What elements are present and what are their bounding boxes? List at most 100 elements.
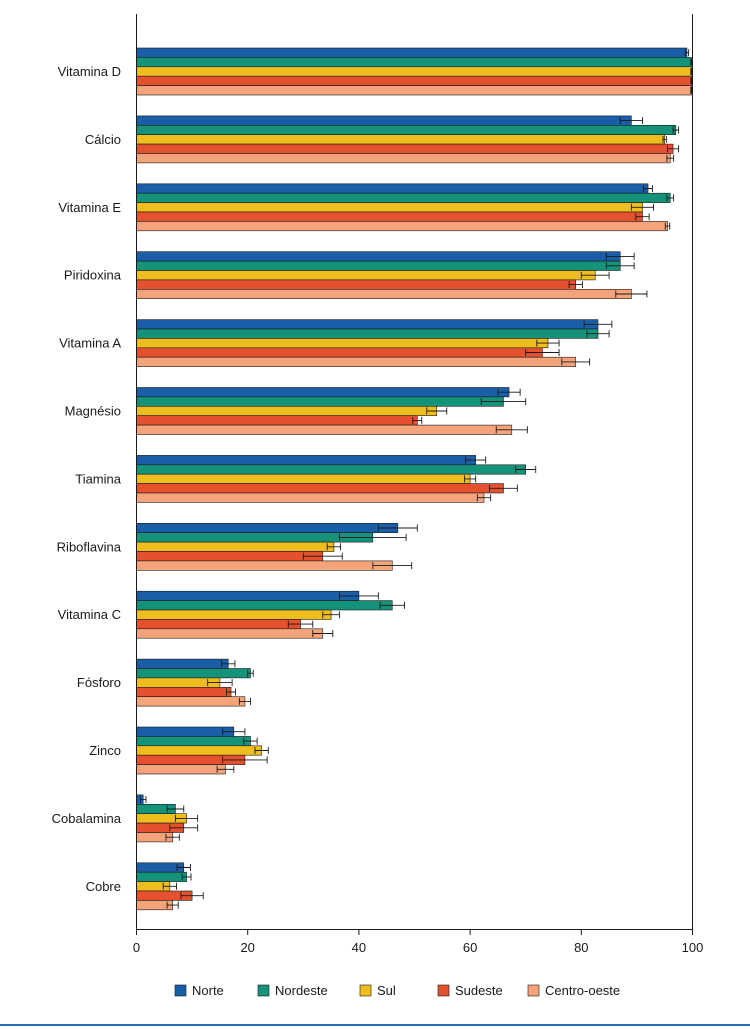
bar-cobre-nordeste	[136, 871, 187, 882]
error-bar-piridoxina-sudeste	[568, 281, 583, 289]
error-bar-fosforo-norte	[221, 660, 236, 668]
bar-riboflavina-centro-oeste	[136, 560, 393, 571]
category-label: Riboflavina	[57, 539, 122, 554]
bar-riboflavina-nordeste	[136, 532, 374, 543]
error-bar-vitamina-a-sul	[536, 339, 560, 347]
bar-calcio-nordeste	[136, 125, 677, 136]
bar-group-cobre	[136, 862, 204, 911]
error-bar-calcio-nordeste	[672, 126, 680, 134]
bar-vitamina-c-sudeste	[136, 619, 301, 630]
bar-vitamina-d-nordeste	[136, 57, 692, 68]
x-tick-label: 20	[240, 940, 254, 955]
error-bar-magnesio-sudeste	[412, 416, 423, 424]
error-bar-magnesio-nordeste	[480, 398, 527, 406]
error-bar-piridoxina-sul	[580, 271, 610, 279]
bar-riboflavina-norte	[136, 522, 399, 533]
error-bar-vitamina-e-norte	[643, 185, 653, 192]
legend-item-sudeste: Sudeste	[437, 983, 503, 998]
bar-piridoxina-norte	[136, 251, 621, 262]
error-bar-vitamina-c-norte	[338, 592, 379, 600]
legend-label: Nordeste	[275, 983, 328, 998]
bar-vitamina-c-norte	[136, 590, 360, 601]
bar-tiamina-centro-oeste	[136, 492, 485, 503]
bar-calcio-centro-oeste	[136, 153, 671, 164]
bar-fosforo-sudeste	[136, 686, 232, 697]
category-label: Vitamina C	[58, 607, 121, 622]
bar-vitamina-c-sul	[136, 609, 332, 620]
error-bar-cobre-nordeste	[181, 873, 192, 881]
bar-magnesio-nordeste	[136, 396, 504, 407]
bar-zinco-norte	[136, 726, 235, 737]
bar-magnesio-centro-oeste	[136, 424, 513, 435]
bars-layer	[136, 47, 693, 911]
bar-magnesio-sudeste	[136, 415, 418, 426]
legend-label: Norte	[192, 983, 224, 998]
error-bar-cobre-sudeste	[180, 892, 204, 900]
bar-fosforo-centro-oeste	[136, 696, 246, 707]
error-bar-cobalamina-centro-oeste	[165, 833, 180, 841]
error-bar-tiamina-centro-oeste	[476, 494, 492, 502]
error-bar-cobalamina-sul	[174, 814, 199, 822]
error-bar-vitamina-e-sul	[630, 203, 655, 211]
bar-zinco-nordeste	[136, 736, 251, 747]
category-label: Vitamina D	[58, 64, 121, 79]
bar-group-piridoxina	[136, 251, 648, 299]
error-bar-cobre-norte	[176, 864, 191, 871]
bar-vitamina-a-nordeste	[136, 328, 599, 339]
error-bar-zinco-nordeste	[243, 737, 258, 745]
error-bar-vitamina-d-norte	[684, 49, 690, 57]
error-bar-riboflavina-centro-oeste	[372, 562, 413, 570]
legend-item-centro-oeste: Centro-oeste	[527, 983, 620, 998]
error-bar-vitamina-e-centro-oeste	[664, 222, 671, 230]
error-bar-cobalamina-norte	[139, 796, 147, 804]
bar-vitamina-e-nordeste	[136, 192, 671, 203]
bar-group-cobalamina	[136, 794, 199, 843]
error-bar-riboflavina-norte	[377, 524, 418, 532]
error-bar-magnesio-centro-oeste	[495, 426, 528, 434]
error-bar-vitamina-e-nordeste	[666, 194, 675, 202]
bar-tiamina-nordeste	[136, 464, 527, 475]
bar-group-riboflavina	[136, 522, 418, 571]
bar-piridoxina-sudeste	[136, 279, 577, 290]
category-label: Fósforo	[77, 675, 121, 690]
bar-magnesio-sul	[136, 405, 438, 416]
error-bar-vitamina-c-centro-oeste	[312, 630, 334, 637]
legend-item-norte: Norte	[174, 983, 224, 998]
legend-item-sul: Sul	[359, 983, 396, 998]
bar-piridoxina-nordeste	[136, 260, 621, 271]
error-bar-tiamina-nordeste	[515, 466, 537, 473]
error-bar-piridoxina-centro-oeste	[615, 290, 648, 298]
x-tick-label: 80	[574, 940, 588, 955]
error-bar-piridoxina-nordeste	[605, 262, 635, 270]
bar-vitamina-d-norte	[136, 47, 688, 58]
bar-vitamina-a-sudeste	[136, 347, 543, 358]
category-label: Cobalamina	[52, 811, 122, 826]
bar-magnesio-norte	[136, 387, 510, 398]
category-labels: Vitamina D Cálcio Vitamina E Piridoxina Vita…	[52, 64, 122, 894]
bar-piridoxina-centro-oeste	[136, 288, 632, 299]
error-bar-calcio-norte	[619, 117, 643, 125]
bar-vitamina-e-sul	[136, 202, 643, 213]
bar-vitamina-a-sul	[136, 338, 549, 349]
error-bar-riboflavina-sul	[326, 543, 342, 551]
bar-fosforo-norte	[136, 658, 229, 669]
bar-group-vitamina-c	[136, 590, 405, 639]
error-bar-vitamina-a-sudeste	[525, 349, 560, 356]
bar-calcio-sul	[136, 134, 666, 145]
category-label: Cobre	[86, 879, 121, 894]
legend-swatch	[257, 984, 270, 997]
bar-tiamina-sudeste	[136, 483, 504, 494]
bar-fosforo-nordeste	[136, 668, 251, 679]
error-bar-vitamina-c-sudeste	[287, 620, 314, 628]
bar-vitamina-c-centro-oeste	[136, 628, 324, 639]
error-bar-vitamina-c-nordeste	[379, 601, 405, 609]
legend-swatch	[437, 984, 450, 997]
category-label: Cálcio	[85, 132, 121, 147]
error-bar-zinco-norte	[222, 728, 246, 736]
bar-vitamina-d-sul	[136, 66, 692, 77]
bar-group-vitamina-d	[136, 47, 693, 96]
bar-tiamina-sul	[136, 473, 471, 484]
error-bar-zinco-sul	[254, 747, 269, 754]
error-bar-vitamina-a-nordeste	[586, 330, 610, 338]
